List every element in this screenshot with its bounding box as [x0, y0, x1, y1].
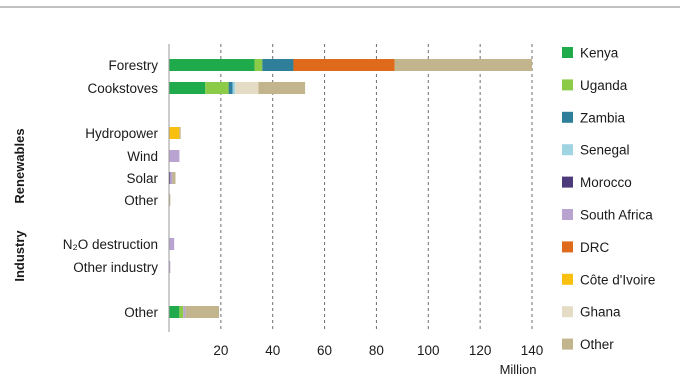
x-tick-label-40: 40 — [265, 343, 280, 358]
bar-south-africa-n-o-destruction-6 — [169, 238, 175, 250]
bar-other-hydropower-2 — [179, 127, 181, 139]
bar-other-solar-4 — [172, 172, 176, 184]
labels: Forestry Cookstoves Hydropower Wind Solar Oth… — [12, 58, 159, 320]
bar-south-africa-solar-4 — [170, 172, 173, 184]
bar-other-other-5 — [169, 194, 171, 206]
bar-other-other-8 — [185, 306, 220, 318]
category-label-other-industry-7: Other industry — [73, 260, 158, 275]
bar-south-africa-wind-3 — [169, 150, 180, 162]
bar-c-te-d-ivoire-hydropower-2 — [169, 127, 180, 139]
legend-label-senegal: Senegal — [580, 143, 630, 158]
bar-senegal-cookstoves-1 — [232, 82, 236, 94]
x-axis-unit-label: Million — [500, 362, 537, 377]
legend-swatch-south-africa — [562, 209, 573, 220]
legend-swatch-uganda — [562, 79, 573, 91]
bar-morocco-solar-4 — [169, 172, 171, 184]
category-label-n-o-destruction-6: N₂O destruction — [63, 237, 158, 252]
bar-zambia-cookstoves-1 — [228, 82, 233, 94]
category-label-wind-3: Wind — [127, 149, 158, 164]
bar-uganda-cookstoves-1 — [205, 82, 229, 94]
legend-label-uganda: Uganda — [580, 78, 628, 93]
legend-label-c-te-d-ivoire: Côte d'Ivoire — [580, 272, 655, 287]
legend-label-other: Other — [580, 337, 614, 352]
x-tick-label-20: 20 — [213, 343, 228, 358]
group-label-industry: Industry — [12, 230, 27, 282]
bar-other-forestry-0 — [394, 59, 532, 71]
bar-zambia-forestry-0 — [262, 59, 294, 71]
axes: 20 40 60 80 100 120 140 Million — [168, 44, 544, 377]
bar-ghana-cookstoves-1 — [235, 82, 259, 94]
legend-label-morocco: Morocco — [580, 175, 632, 190]
category-label-cookstoves-1: Cookstoves — [87, 81, 158, 96]
bar-south-africa-other-industry-7 — [169, 261, 171, 273]
x-tick-label-140: 140 — [521, 343, 544, 358]
bar-kenya-cookstoves-1 — [169, 82, 206, 94]
category-label-forestry-0: Forestry — [108, 58, 158, 73]
legend-label-drc: DRC — [580, 240, 609, 255]
legend-swatch-kenya — [562, 47, 573, 58]
bar-uganda-forestry-0 — [254, 59, 263, 71]
bars — [169, 59, 532, 318]
legend-swatch-senegal — [562, 144, 573, 156]
legend-swatch-ghana — [562, 306, 573, 318]
legend: Kenya Uganda Zambia Senegal Morocco South Afr… — [562, 46, 655, 352]
bar-kenya-other-8 — [169, 306, 180, 318]
legend-swatch-zambia — [562, 111, 573, 123]
group-label-renewables: Renewables — [12, 128, 27, 203]
category-label-solar-4: Solar — [126, 171, 158, 186]
legend-label-zambia: Zambia — [580, 110, 626, 125]
legend-swatch-other — [562, 338, 573, 350]
legend-swatch-drc — [562, 241, 573, 253]
legend-label-kenya: Kenya — [580, 46, 619, 61]
x-tick-label-120: 120 — [469, 343, 492, 358]
category-label-hydropower-2: Hydropower — [85, 126, 158, 141]
legend-swatch-c-te-d-ivoire — [562, 273, 573, 285]
bar-uganda-other-8 — [179, 306, 184, 318]
legend-label-ghana: Ghana — [580, 305, 621, 320]
category-label-other-8: Other — [124, 305, 158, 320]
x-tick-label-100: 100 — [417, 343, 440, 358]
bar-other-cookstoves-1 — [258, 82, 306, 94]
x-tick-label-60: 60 — [317, 343, 332, 358]
legend-label-south-africa: South Africa — [580, 208, 653, 223]
bar-kenya-forestry-0 — [169, 59, 255, 71]
bar-drc-forestry-0 — [293, 59, 395, 71]
category-label-other-5: Other — [124, 193, 158, 208]
legend-swatch-morocco — [562, 176, 573, 188]
x-tick-label-80: 80 — [369, 343, 384, 358]
bar-south-africa-other-8 — [183, 306, 186, 318]
